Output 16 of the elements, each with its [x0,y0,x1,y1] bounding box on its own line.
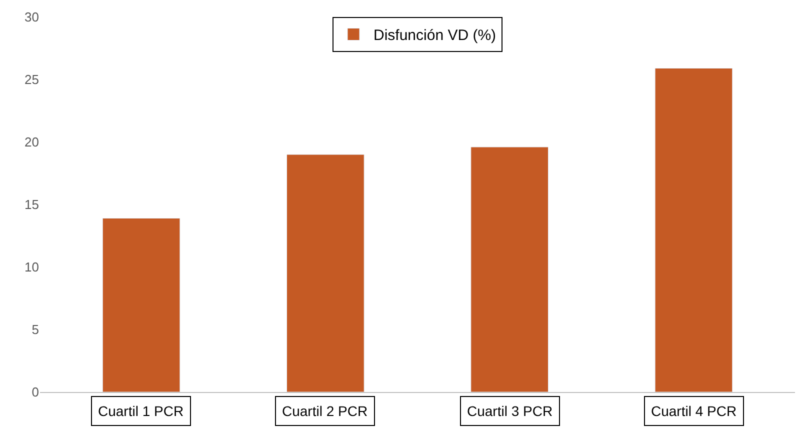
y-tick-label: 10 [24,260,39,275]
bar [286,154,364,392]
y-tick-label: 5 [32,322,39,338]
legend-label: Disfunción VD (%) [374,27,496,44]
x-tick-label: Cuartil 1 PCR [98,403,184,419]
bar [102,218,180,392]
y-tick-label: 0 [32,384,39,400]
x-tick-label: Cuartil 2 PCR [282,403,368,419]
x-tick-label: Cuartil 4 PCR [651,403,737,419]
y-tick-label: 25 [24,72,39,88]
y-tick-label: 30 [24,10,39,25]
x-tick-label: Cuartil 3 PCR [467,403,553,419]
bar [470,146,548,392]
y-tick-label: 20 [24,134,39,150]
bar [654,68,733,392]
y-tick-label: 15 [24,197,39,212]
